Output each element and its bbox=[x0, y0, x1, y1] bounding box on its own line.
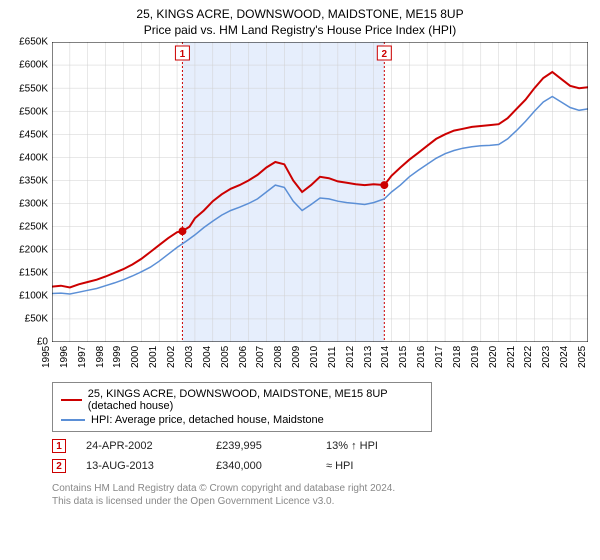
x-tick-label: 2005 bbox=[220, 346, 231, 368]
x-tick-label: 2014 bbox=[380, 346, 391, 368]
x-tick-label: 2018 bbox=[452, 346, 463, 368]
x-tick-label: 2008 bbox=[273, 346, 284, 368]
x-tick-label: 1996 bbox=[59, 346, 70, 368]
marker-pct: ≈ HPI bbox=[326, 460, 353, 472]
title-line-1: 25, KINGS ACRE, DOWNSWOOD, MAIDSTONE, ME… bbox=[8, 6, 592, 22]
y-tick-label: £550K bbox=[19, 83, 48, 94]
title-line-2: Price paid vs. HM Land Registry's House … bbox=[8, 22, 592, 38]
x-tick-label: 2012 bbox=[345, 346, 356, 368]
marker-price: £239,995 bbox=[216, 440, 306, 452]
y-tick-label: £200K bbox=[19, 245, 48, 256]
x-tick-label: 1998 bbox=[94, 346, 105, 368]
legend-swatch bbox=[61, 399, 82, 401]
y-tick-label: £350K bbox=[19, 175, 48, 186]
x-tick-label: 2002 bbox=[166, 346, 177, 368]
marker-row: 1 24-APR-2002 £239,995 13% ↑ HPI bbox=[52, 436, 592, 456]
y-tick-label: £50K bbox=[25, 314, 48, 325]
x-tick-label: 2000 bbox=[130, 346, 141, 368]
y-tick-label: £650K bbox=[19, 37, 48, 48]
marker-number-box: 2 bbox=[52, 459, 66, 473]
x-tick-label: 2006 bbox=[237, 346, 248, 368]
y-tick-label: £600K bbox=[19, 60, 48, 71]
marker-row: 2 13-AUG-2013 £340,000 ≈ HPI bbox=[52, 456, 592, 476]
legend-label: 25, KINGS ACRE, DOWNSWOOD, MAIDSTONE, ME… bbox=[88, 388, 423, 412]
x-tick-label: 2003 bbox=[184, 346, 195, 368]
marker-date: 13-AUG-2013 bbox=[86, 460, 196, 472]
chart-area: £0£50K£100K£150K£200K£250K£300K£350K£400… bbox=[8, 42, 592, 376]
y-tick-label: £100K bbox=[19, 291, 48, 302]
x-tick-label: 1999 bbox=[112, 346, 123, 368]
x-tick-label: 2009 bbox=[291, 346, 302, 368]
legend-row: 25, KINGS ACRE, DOWNSWOOD, MAIDSTONE, ME… bbox=[61, 387, 423, 413]
x-tick-label: 2017 bbox=[434, 346, 445, 368]
x-tick-label: 2021 bbox=[505, 346, 516, 368]
x-axis-labels: 1995199619971998199920002001200220032004… bbox=[52, 342, 592, 376]
line-chart-svg: 12 bbox=[52, 42, 588, 342]
x-tick-label: 2013 bbox=[362, 346, 373, 368]
x-tick-label: 2011 bbox=[327, 347, 338, 369]
y-tick-label: £500K bbox=[19, 106, 48, 117]
title-block: 25, KINGS ACRE, DOWNSWOOD, MAIDSTONE, ME… bbox=[8, 6, 592, 38]
x-tick-label: 2001 bbox=[148, 346, 159, 368]
legend: 25, KINGS ACRE, DOWNSWOOD, MAIDSTONE, ME… bbox=[52, 382, 432, 432]
x-tick-label: 2015 bbox=[398, 346, 409, 368]
legend-swatch bbox=[61, 419, 85, 421]
y-tick-label: £300K bbox=[19, 198, 48, 209]
y-tick-label: £250K bbox=[19, 221, 48, 232]
x-tick-label: 2010 bbox=[309, 346, 320, 368]
marker-price: £340,000 bbox=[216, 460, 306, 472]
footer: Contains HM Land Registry data © Crown c… bbox=[52, 482, 592, 508]
y-tick-label: £400K bbox=[19, 152, 48, 163]
x-tick-label: 2019 bbox=[470, 346, 481, 368]
y-tick-label: £150K bbox=[19, 268, 48, 279]
footer-line-2: This data is licensed under the Open Gov… bbox=[52, 495, 592, 508]
x-tick-label: 2022 bbox=[523, 346, 534, 368]
x-tick-label: 2023 bbox=[541, 346, 552, 368]
marker-table: 1 24-APR-2002 £239,995 13% ↑ HPI 2 13-AUG-201… bbox=[52, 436, 592, 476]
marker-number-box: 1 bbox=[52, 439, 66, 453]
svg-text:2: 2 bbox=[382, 49, 388, 60]
x-tick-label: 2004 bbox=[202, 346, 213, 368]
x-tick-label: 1995 bbox=[41, 346, 52, 368]
x-tick-label: 1997 bbox=[77, 346, 88, 368]
legend-label: HPI: Average price, detached house, Maid… bbox=[91, 414, 324, 426]
x-tick-label: 2020 bbox=[488, 346, 499, 368]
svg-text:1: 1 bbox=[180, 49, 186, 60]
legend-row: HPI: Average price, detached house, Maid… bbox=[61, 413, 423, 427]
footer-line-1: Contains HM Land Registry data © Crown c… bbox=[52, 482, 592, 495]
x-tick-label: 2024 bbox=[559, 346, 570, 368]
x-tick-label: 2007 bbox=[255, 346, 266, 368]
y-tick-label: £450K bbox=[19, 129, 48, 140]
chart-container: 25, KINGS ACRE, DOWNSWOOD, MAIDSTONE, ME… bbox=[0, 0, 600, 560]
marker-pct: 13% ↑ HPI bbox=[326, 440, 378, 452]
marker-date: 24-APR-2002 bbox=[86, 440, 196, 452]
y-axis-labels: £0£50K£100K£150K£200K£250K£300K£350K£400… bbox=[8, 42, 48, 342]
x-tick-label: 2016 bbox=[416, 346, 427, 368]
x-tick-label: 2025 bbox=[577, 346, 588, 368]
